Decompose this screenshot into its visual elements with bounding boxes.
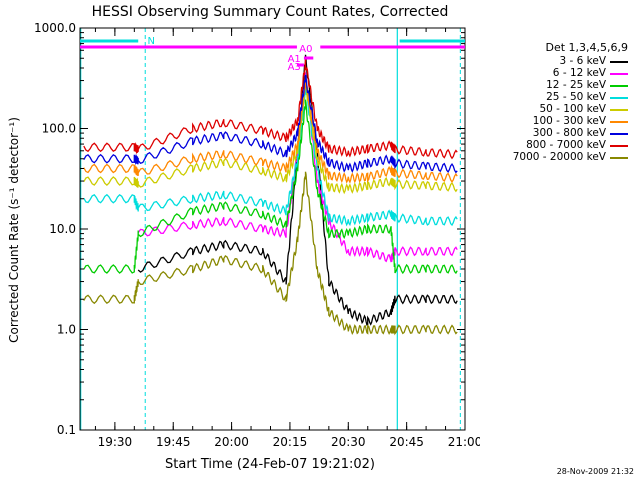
legend-item: 3 - 6 keV — [484, 55, 634, 67]
legend-item: 6 - 12 keV — [484, 67, 634, 79]
legend: Det 1,3,4,5,6,9 3 - 6 keV 6 - 12 keV 12 - … — [484, 40, 634, 163]
legend-label: 25 - 50 keV — [546, 91, 606, 103]
legend-label: 800 - 7000 keV — [526, 139, 606, 151]
chart: HESSI Observing Summary Count Rates, Cor… — [7, 4, 480, 472]
series-line-12-25-kev — [83, 99, 458, 275]
legend-item: 800 - 7000 keV — [484, 139, 634, 151]
annotation-n: N — [148, 36, 155, 47]
legend-swatch — [610, 61, 628, 63]
series-line-300-800-kev — [83, 74, 458, 174]
legend-swatch — [610, 157, 628, 159]
legend-item: 50 - 100 keV — [484, 103, 634, 115]
x-tick-label: 21:00 — [448, 435, 480, 449]
y-axis-label: Corrected Count Rate (s⁻¹ detector⁻¹) — [7, 117, 21, 343]
x-axis-label: Start Time (24-Feb-07 19:21:02) — [165, 457, 375, 472]
legend-label: 7000 - 20000 keV — [512, 151, 606, 163]
y-tick-label: 100.0 — [42, 122, 76, 136]
legend-label: 6 - 12 keV — [552, 67, 606, 79]
legend-item: 25 - 50 keV — [484, 91, 634, 103]
x-tick-label: 19:30 — [98, 435, 133, 449]
x-tick-label: 20:00 — [214, 435, 249, 449]
legend-label: 100 - 300 keV — [532, 115, 606, 127]
legend-item: 7000 - 20000 keV — [484, 151, 634, 163]
y-tick-label: 1000.0 — [34, 21, 76, 35]
legend-swatch — [610, 97, 628, 99]
x-tick-label: 20:15 — [273, 435, 308, 449]
y-tick-label: 1.0 — [57, 323, 76, 337]
legend-item: 100 - 300 keV — [484, 115, 634, 127]
timestamp: 28-Nov-2009 21:32 — [556, 467, 634, 476]
annotation-a1: A1 — [288, 54, 301, 65]
legend-title: Det 1,3,4,5,6,9 — [545, 41, 628, 54]
legend-swatch — [610, 145, 628, 147]
legend-item: 300 - 800 keV — [484, 127, 634, 139]
x-tick-label: 20:30 — [331, 435, 366, 449]
legend-label: 3 - 6 keV — [559, 55, 606, 67]
y-tick-label: 0.1 — [57, 423, 76, 437]
legend-swatch — [610, 133, 628, 135]
series-line-7000-20000-kev — [83, 171, 458, 336]
legend-label: 50 - 100 keV — [539, 103, 606, 115]
chart-title: HESSI Observing Summary Count Rates, Cor… — [92, 4, 449, 20]
legend-swatch — [610, 85, 628, 87]
series-line-800-7000-kev — [83, 58, 458, 160]
x-tick-label: 19:45 — [156, 435, 191, 449]
legend-label: 12 - 25 keV — [546, 79, 606, 91]
legend-swatch — [610, 109, 628, 111]
annotation-a3: A3 — [288, 62, 301, 73]
y-tick-label: 10.0 — [49, 222, 76, 236]
legend-swatch — [610, 121, 628, 123]
legend-item: 12 - 25 keV — [484, 79, 634, 91]
x-tick-label: 20:45 — [389, 435, 424, 449]
legend-label: 300 - 800 keV — [532, 127, 606, 139]
annotation-a0: A0 — [299, 44, 312, 55]
legend-swatch — [610, 73, 628, 75]
